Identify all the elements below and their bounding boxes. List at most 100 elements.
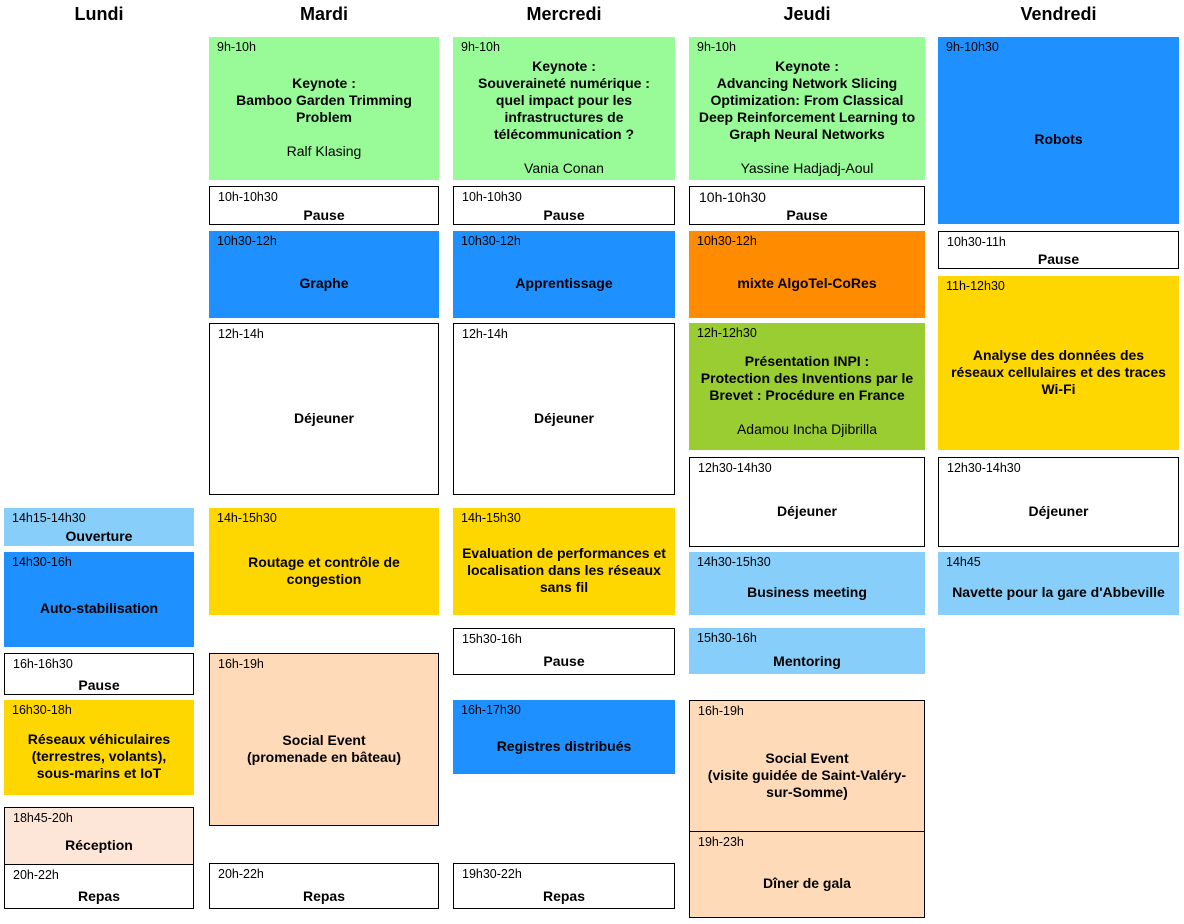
event-speaker: Ralf Klasing: [286, 143, 362, 159]
event-mixte-algotel: 10h30-12h mixte AlgoTel-CoRes: [689, 231, 925, 318]
event-time: 14h45: [946, 555, 981, 569]
event-time: 10h-10h30: [462, 190, 522, 204]
event-time: 15h30-16h: [697, 631, 757, 645]
event-title: Keynote : Bamboo Garden Trimming Problem: [236, 75, 412, 125]
event-pause-jeudi: 10h-10h30 Pause: [689, 186, 925, 225]
event-time: 9h-10h30: [946, 40, 999, 54]
event-time: 19h-23h: [698, 835, 744, 849]
event-title: Pause: [78, 676, 120, 693]
event-dejeuner-vendredi: 12h30-14h30 Déjeuner: [938, 457, 1179, 547]
event-title: Déjeuner: [1028, 502, 1089, 519]
event-pause2-mercredi: 15h30-16h Pause: [453, 628, 675, 675]
day-header-mercredi: Mercredi: [526, 4, 602, 24]
event-keynote-mercredi: 9h-10h Keynote : Souveraineté numérique …: [453, 37, 675, 180]
event-title: Social Event (promenade en bâteau): [246, 731, 402, 765]
event-time: 16h-16h30: [13, 657, 73, 671]
event-title: Analyse des données des réseaux cellulai…: [951, 346, 1166, 397]
event-graphe: 10h30-12h Graphe: [209, 231, 439, 318]
event-title: Routage et contrôle de congestion: [248, 553, 400, 587]
event-time: 14h15-14h30: [12, 511, 86, 525]
event-evaluation: 14h-15h30 Evaluation de performances et …: [453, 508, 675, 615]
event-time: 14h30-16h: [12, 555, 72, 569]
event-robots: 9h-10h30 Robots: [938, 37, 1179, 224]
event-title: mixte AlgoTel-CoRes: [737, 275, 877, 291]
event-repas-lundi: 20h-22h Repas: [4, 864, 194, 909]
event-time: 10h30-11h: [947, 235, 1006, 249]
event-time: 16h30-18h: [12, 703, 72, 717]
day-header-jeudi: Jeudi: [783, 4, 831, 24]
event-time: 10h30-12h: [461, 234, 521, 248]
event-time: 12h-14h: [462, 327, 508, 341]
event-time: 15h30-16h: [462, 632, 522, 646]
event-title: Pause: [303, 206, 345, 223]
event-speaker: Vania Conan: [524, 160, 604, 176]
event-inpi: 12h-12h30 Présentation INPI : Protection…: [689, 323, 925, 450]
event-title: Dîner de gala: [763, 875, 851, 891]
event-title: Apprentissage: [515, 275, 613, 291]
event-time: 10h-10h30: [699, 189, 766, 205]
event-social-mardi: 16h-19h Social Event (promenade en bâtea…: [209, 653, 439, 826]
event-reception: 18h45-20h Réception: [4, 807, 194, 865]
event-title: Déjeuner: [534, 409, 594, 426]
event-title: Déjeuner: [777, 502, 837, 519]
event-time: 14h30-15h30: [697, 555, 771, 569]
event-title: Pause: [543, 206, 585, 223]
event-time: 16h-17h30: [461, 703, 521, 717]
event-time: 12h-14h: [218, 327, 264, 341]
event-registres: 16h-17h30 Registres distribués: [453, 700, 675, 774]
day-header-mardi: Mardi: [299, 4, 348, 24]
event-repas-mercredi: 19h30-22h Repas: [453, 863, 675, 909]
event-ouverture: 14h15-14h30 Ouverture: [4, 508, 194, 546]
event-navette: 14h45 Navette pour la gare d'Abbeville: [938, 552, 1179, 615]
event-time: 12h30-14h30: [698, 461, 772, 475]
event-title: Réception: [65, 836, 133, 853]
event-keynote-jeudi: 9h-10h Keynote : Advancing Network Slici…: [689, 37, 925, 180]
event-pause-mercredi: 10h-10h30 Pause: [453, 186, 675, 225]
event-title: Business meeting: [747, 584, 867, 600]
event-title: Déjeuner: [294, 409, 354, 426]
event-time: 20h-22h: [13, 868, 59, 882]
event-time: 9h-10h: [217, 40, 256, 54]
event-time: 16h-19h: [698, 704, 744, 718]
event-title: Pause: [543, 653, 585, 669]
event-time: 14h-15h30: [217, 511, 277, 525]
event-social-jeudi: 16h-19h Social Event (visite guidée de S…: [689, 700, 925, 832]
event-time: 16h-19h: [218, 657, 264, 671]
event-time: 12h-12h30: [697, 326, 757, 340]
event-time: 20h-22h: [218, 867, 264, 881]
event-title: Keynote : Advancing Network Slicing Opti…: [698, 58, 916, 142]
event-title: Mentoring: [773, 652, 841, 669]
day-header-vendredi: Vendredi: [1020, 4, 1097, 24]
event-analyse-donnees: 11h-12h30 Analyse des données des réseau…: [938, 276, 1179, 450]
event-time: 10h30-12h: [697, 234, 757, 248]
event-title: Graphe: [299, 275, 349, 291]
event-diner-gala: 19h-23h Dîner de gala: [689, 831, 925, 918]
event-time: 10h-10h30: [218, 190, 278, 204]
event-title: Navette pour la gare d'Abbeville: [952, 584, 1165, 600]
event-dejeuner-mardi: 12h-14h Déjeuner: [209, 323, 439, 495]
event-title: Repas: [542, 887, 586, 904]
event-mentoring: 15h30-16h Mentoring: [689, 628, 925, 674]
event-title: Repas: [302, 887, 346, 904]
event-time: 9h-10h: [461, 40, 500, 54]
event-title: Robots: [1034, 131, 1083, 147]
event-speaker: Adamou Incha Djibrilla: [736, 421, 878, 437]
event-pause-mardi: 10h-10h30 Pause: [209, 186, 439, 225]
day-header-lundi: Lundi: [74, 4, 124, 24]
event-title: Pause: [1037, 251, 1080, 267]
event-title: Présentation INPI : Protection des Inven…: [700, 353, 914, 403]
event-pause-lundi: 16h-16h30 Pause: [4, 653, 194, 695]
event-time: 19h30-22h: [462, 867, 522, 881]
event-apprentissage: 10h30-12h Apprentissage: [453, 231, 675, 318]
event-speaker: Yassine Hadjadj-Aoul: [740, 160, 874, 176]
event-time: 18h45-20h: [13, 811, 73, 825]
event-title: Repas: [77, 888, 121, 904]
event-dejeuner-mercredi: 12h-14h Déjeuner: [453, 323, 675, 495]
event-routage: 14h-15h30 Routage et contrôle de congest…: [209, 508, 439, 615]
event-title: Ouverture: [65, 527, 133, 544]
event-repas-mardi: 20h-22h Repas: [209, 863, 439, 909]
event-time: 11h-12h30: [946, 279, 1005, 293]
event-pause-vendredi: 10h30-11h Pause: [938, 231, 1179, 269]
event-business-meeting: 14h30-15h30 Business meeting: [689, 552, 925, 615]
event-time: 10h30-12h: [217, 234, 277, 248]
